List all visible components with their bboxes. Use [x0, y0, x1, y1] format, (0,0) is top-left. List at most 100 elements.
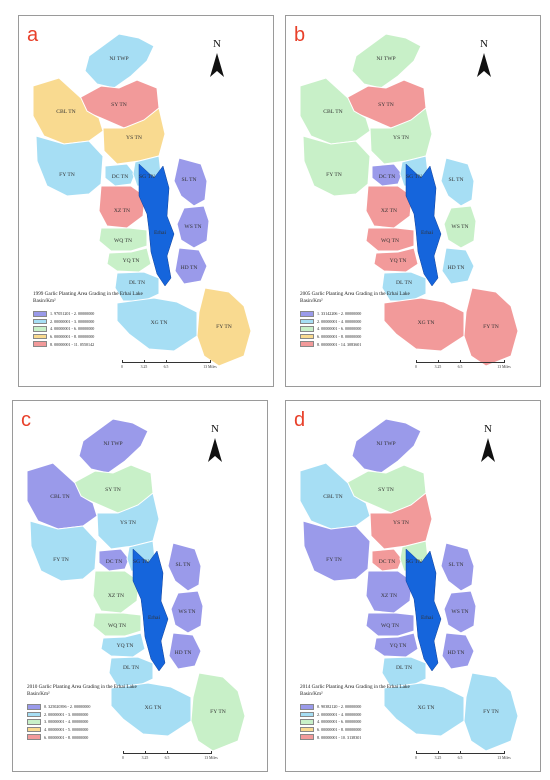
- region-fy2: [196, 287, 252, 367]
- region-xg: [383, 682, 465, 737]
- map-title: 2010 Garlic Planting Area Grading in the…: [27, 684, 137, 697]
- region-hd: [441, 247, 475, 285]
- region-nj: [351, 33, 422, 89]
- legend-item: 0. 325020396 - 2. 00000000: [27, 703, 90, 711]
- region-ys: [96, 492, 160, 550]
- north-label: N: [213, 38, 221, 50]
- legend: 1. 33142206 - 2. 00000000 2. 00000001 - …: [300, 310, 361, 348]
- region-label-xg: XG TN: [418, 705, 435, 711]
- legend-swatch: [300, 726, 314, 733]
- scale-label: 0: [415, 365, 417, 369]
- panel-letter: c: [21, 409, 31, 431]
- scale-label: 0: [415, 756, 417, 760]
- map-title: 2005 Garlic Planting Area Grading in the…: [300, 291, 410, 304]
- region-label-ws: WS TN: [451, 224, 468, 230]
- legend-swatch: [27, 726, 41, 733]
- region-label-ys: YS TN: [126, 135, 142, 141]
- region-hd: [174, 247, 208, 285]
- region-label-yq: YQ TN: [390, 643, 407, 649]
- legend-label: 3. 00000001 - 4. 00000000: [44, 719, 89, 725]
- legend-item: 6. 00000001 - 8. 00000000: [27, 733, 90, 741]
- region-dc: [371, 548, 403, 572]
- legend-item: 2. 00000001 - 4. 00000000: [300, 711, 361, 719]
- legend-swatch: [300, 341, 314, 347]
- region-fy2: [463, 672, 519, 752]
- legend-label: 2. 00000001 - 3. 00000000: [44, 711, 89, 717]
- region-nj: [84, 33, 155, 89]
- region-label-ws: WS TN: [184, 224, 201, 230]
- legend: 0. 90382120 - 2. 00000000 2. 00000001 - …: [300, 703, 361, 741]
- region-label-sy: SY TN: [111, 102, 127, 108]
- basin-map: Erhai NJ TWP SY TN CBL TN YS TN FY TN DC TN SG …: [299, 418, 519, 752]
- legend-label: 2. 00000001 - 4. 00000000: [317, 711, 362, 717]
- region-label-hd: HD TN: [181, 265, 198, 271]
- region-ws: [170, 590, 204, 634]
- legend-item: 6. 00000001 - 8. 00000000: [300, 726, 361, 734]
- region-label-wq: WQ TN: [108, 623, 126, 629]
- scale-label: 3.25: [434, 365, 442, 369]
- scale-label: 0: [122, 756, 124, 760]
- region-label-xg: XG TN: [151, 320, 168, 326]
- region-label-sl: SL TN: [175, 562, 190, 568]
- legend-swatch: [300, 318, 314, 325]
- region-ys: [369, 492, 433, 550]
- region-label-ys: YS TN: [393, 135, 409, 141]
- legend-swatch: [300, 333, 314, 340]
- region-label-wq: WQ TN: [381, 623, 399, 629]
- region-label-dc: DC TN: [112, 174, 129, 180]
- legend-swatch: [27, 704, 41, 710]
- region-label-xg: XG TN: [145, 705, 162, 711]
- region-sl: [167, 542, 202, 592]
- region-sl: [440, 157, 475, 207]
- legend-swatch: [300, 711, 314, 718]
- basin-map: Erhai NJ TWP SY TN CBL TN YS TN FY TN DC TN SG …: [32, 33, 252, 367]
- legend-label: 8. 00000001 - 10. 3138301: [317, 734, 362, 740]
- legend-item: 4. 00000001 - 6. 00000000: [300, 325, 361, 333]
- legend-swatch: [27, 719, 41, 725]
- legend-item: 2. 00000001 - 3. 00000000: [33, 318, 94, 326]
- legend-swatch: [27, 711, 41, 718]
- erhai-lake: [132, 548, 169, 672]
- region-label-fy2: FY TN: [483, 709, 499, 715]
- region-fy2: [463, 287, 519, 367]
- scale-label: 13 Miles: [497, 756, 511, 760]
- legend: 0. 325020396 - 2. 00000000 2. 00000001 -…: [27, 703, 90, 741]
- legend-swatch: [33, 326, 47, 332]
- legend-label: 6. 00000001 - 8. 00000000: [50, 334, 95, 340]
- legend-swatch: [33, 318, 47, 325]
- region-label-sg: SG TN: [139, 174, 155, 180]
- region-wq: [365, 612, 415, 637]
- lake-label: Erhai: [421, 230, 434, 236]
- legend-label: 6. 00000001 - 8. 00000000: [317, 727, 362, 733]
- legend-item: 8. 00000001 - 14. 3083601: [300, 340, 361, 348]
- north-arrow-icon: [477, 53, 491, 77]
- region-xz: [365, 570, 413, 614]
- panel-letter: d: [294, 409, 306, 431]
- region-label-yq: YQ TN: [123, 258, 140, 264]
- map-panel-d: d Erhai NJ TWP SY TN CBL TN YS TN FY TN DC TN S…: [285, 400, 541, 772]
- legend-item: 4. 00000001 - 6. 00000000: [300, 718, 361, 726]
- region-label-fy2: FY TN: [483, 324, 499, 330]
- legend-label: 0. 325020396 - 2. 00000000: [44, 704, 91, 710]
- legend-item: 8. 00000001 - 10. 3138301: [300, 733, 361, 741]
- region-label-dc: DC TN: [379, 559, 396, 565]
- scale-label: 3.25: [434, 756, 442, 760]
- legend-label: 4. 00000001 - 6. 00000000: [317, 719, 362, 725]
- region-wq: [365, 227, 415, 252]
- region-xg: [383, 297, 465, 352]
- region-label-sg: SG TN: [133, 559, 149, 565]
- region-label-ws: WS TN: [178, 609, 195, 615]
- region-label-ws: WS TN: [451, 609, 468, 615]
- legend-label: 2. 00000001 - 3. 00000000: [50, 318, 95, 324]
- legend-swatch: [300, 326, 314, 332]
- region-label-yq: YQ TN: [117, 643, 134, 649]
- legend-swatch: [300, 704, 314, 710]
- basin-map: Erhai NJ TWP SY TN CBL TN YS TN FY TN DC TN SG …: [26, 418, 246, 752]
- region-label-dl: DL TN: [129, 280, 145, 286]
- legend-label: 1. 97051201 - 2. 00000000: [50, 311, 95, 317]
- legend-label: 4. 00000001 - 6. 00000000: [317, 326, 362, 332]
- legend-label: 6. 00000001 - 8. 00000000: [44, 734, 89, 740]
- scale-label: 13 Miles: [204, 756, 218, 760]
- region-sl: [440, 542, 475, 592]
- region-ys: [102, 107, 166, 165]
